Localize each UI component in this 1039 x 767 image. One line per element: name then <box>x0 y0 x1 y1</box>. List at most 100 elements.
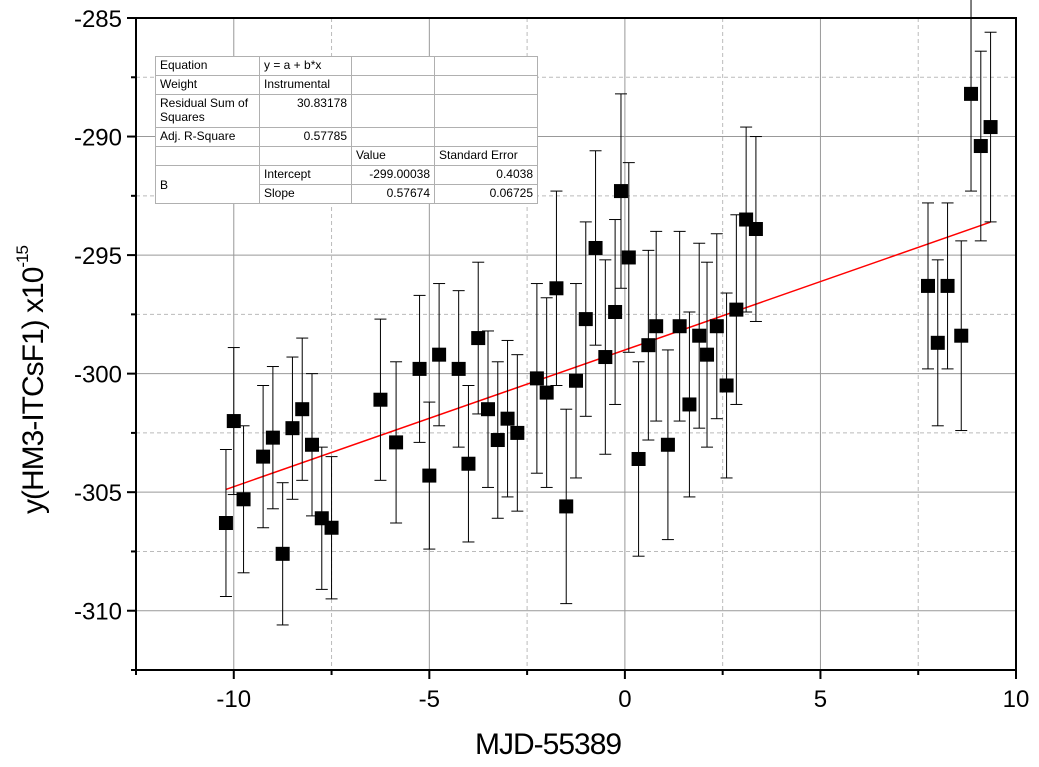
data-point-group <box>275 482 290 626</box>
data-point-group <box>510 354 525 512</box>
stats-empty-cell <box>434 75 538 95</box>
data-point-marker <box>373 392 388 407</box>
data-point-group <box>921 202 935 370</box>
data-point-marker <box>412 361 427 376</box>
data-point-group <box>539 297 554 488</box>
stats-row-rss: Residual Sum of Squares 30.83178 <box>155 94 538 128</box>
data-point-marker <box>649 319 664 334</box>
data-point-marker <box>692 328 707 343</box>
stats-label-equation: Equation <box>155 56 260 76</box>
data-point-group <box>588 150 603 346</box>
stats-value-rss: 30.83178 <box>259 94 352 128</box>
stats-value-equation: y = a + b*x <box>259 56 352 76</box>
x-tick-label: -10 <box>216 686 251 713</box>
data-point-group <box>709 233 724 420</box>
data-point-group <box>608 219 623 405</box>
y-axis-label-exponent: -15 <box>13 246 32 268</box>
data-point-marker <box>529 371 544 386</box>
data-point-marker <box>265 430 280 445</box>
data-point-marker <box>305 437 319 452</box>
plot-frame <box>135 17 1017 671</box>
data-point-marker <box>218 516 233 531</box>
x-axis-label: MJD-55389 <box>475 728 622 761</box>
stats-err-slope: 0.06725 <box>434 184 538 204</box>
data-point-marker <box>569 373 583 388</box>
data-point-marker <box>588 240 603 255</box>
data-point-group <box>983 31 998 223</box>
data-point-group <box>451 290 466 448</box>
data-points <box>218 0 998 626</box>
y-tick-label: -310 <box>74 599 122 626</box>
data-point-marker <box>672 319 687 334</box>
data-point-group <box>500 339 515 498</box>
stats-empty-cell <box>351 75 435 95</box>
data-point-group <box>559 408 574 605</box>
data-point-marker <box>983 120 998 135</box>
data-point-marker <box>613 184 628 199</box>
stats-row-weight: Weight Instrumental <box>155 75 538 95</box>
data-point-marker <box>973 139 988 154</box>
stats-label-intercept: Intercept <box>259 165 352 185</box>
data-point-marker <box>964 86 979 101</box>
data-point-marker <box>471 331 486 346</box>
data-point-group <box>940 202 955 370</box>
data-point-group <box>285 356 300 500</box>
data-point-marker <box>700 347 715 362</box>
data-point-group <box>748 136 763 322</box>
data-point-marker <box>285 421 300 436</box>
data-point-marker <box>921 278 935 293</box>
data-point-group <box>973 50 988 242</box>
data-point-marker <box>432 347 447 362</box>
stats-row-adjr: Adj. R-Square 0.57785 <box>155 127 538 147</box>
data-point-group <box>672 230 687 422</box>
data-point-group <box>490 361 505 519</box>
data-point-group <box>641 249 656 441</box>
data-point-group <box>265 366 280 510</box>
data-point-group <box>236 425 251 574</box>
data-point-marker <box>422 468 437 483</box>
data-point-group <box>412 294 427 443</box>
data-point-marker <box>748 222 763 237</box>
stats-label-weight: Weight <box>155 75 260 95</box>
stats-empty-cell <box>434 56 538 76</box>
data-point-group <box>621 162 636 353</box>
data-point-group <box>218 449 233 598</box>
stats-empty-cell <box>155 146 260 166</box>
x-tick-label: 10 <box>1003 686 1030 713</box>
stats-value-adjr: 0.57785 <box>259 127 352 147</box>
data-point-marker <box>539 385 554 400</box>
x-tick-label: -5 <box>419 686 440 713</box>
data-point-group <box>578 221 593 417</box>
y-tick-label: -285 <box>74 6 122 33</box>
data-point-marker <box>226 414 241 429</box>
data-point-group <box>930 259 945 427</box>
data-point-marker <box>631 451 646 466</box>
data-point-marker <box>490 433 505 448</box>
data-point-marker <box>295 402 310 417</box>
fit-stats-table: Equation y = a + b*x Weight Instrumental… <box>155 56 538 204</box>
data-point-marker <box>660 437 675 452</box>
stats-row-intercept: B Intercept -299.00038 0.4038 <box>155 165 538 204</box>
data-point-group <box>256 384 271 529</box>
data-point-marker <box>954 328 969 343</box>
data-point-group <box>314 446 329 590</box>
data-point-group <box>295 337 310 481</box>
data-point-group <box>373 318 388 481</box>
stats-row-equation: Equation y = a + b*x <box>155 56 538 76</box>
stats-header-value: Value <box>351 146 435 166</box>
data-point-marker <box>682 397 697 412</box>
stats-empty-cell <box>259 146 352 166</box>
data-point-group <box>569 283 583 479</box>
y-tick-label: -295 <box>74 243 122 270</box>
stats-empty-cell <box>351 127 435 147</box>
x-tick-label: 0 <box>618 686 631 713</box>
stats-row-slope: Slope 0.57674 0.06725 <box>156 184 538 204</box>
data-point-group <box>471 261 486 415</box>
stats-err-intercept: 0.4038 <box>434 165 538 185</box>
data-point-group <box>305 373 319 517</box>
stats-label-rss: Residual Sum of Squares <box>155 94 260 128</box>
data-point-group <box>692 242 707 429</box>
y-axis-label-main: y(HM3-ITCsF1) x10 <box>17 267 50 514</box>
data-point-marker <box>275 546 290 561</box>
